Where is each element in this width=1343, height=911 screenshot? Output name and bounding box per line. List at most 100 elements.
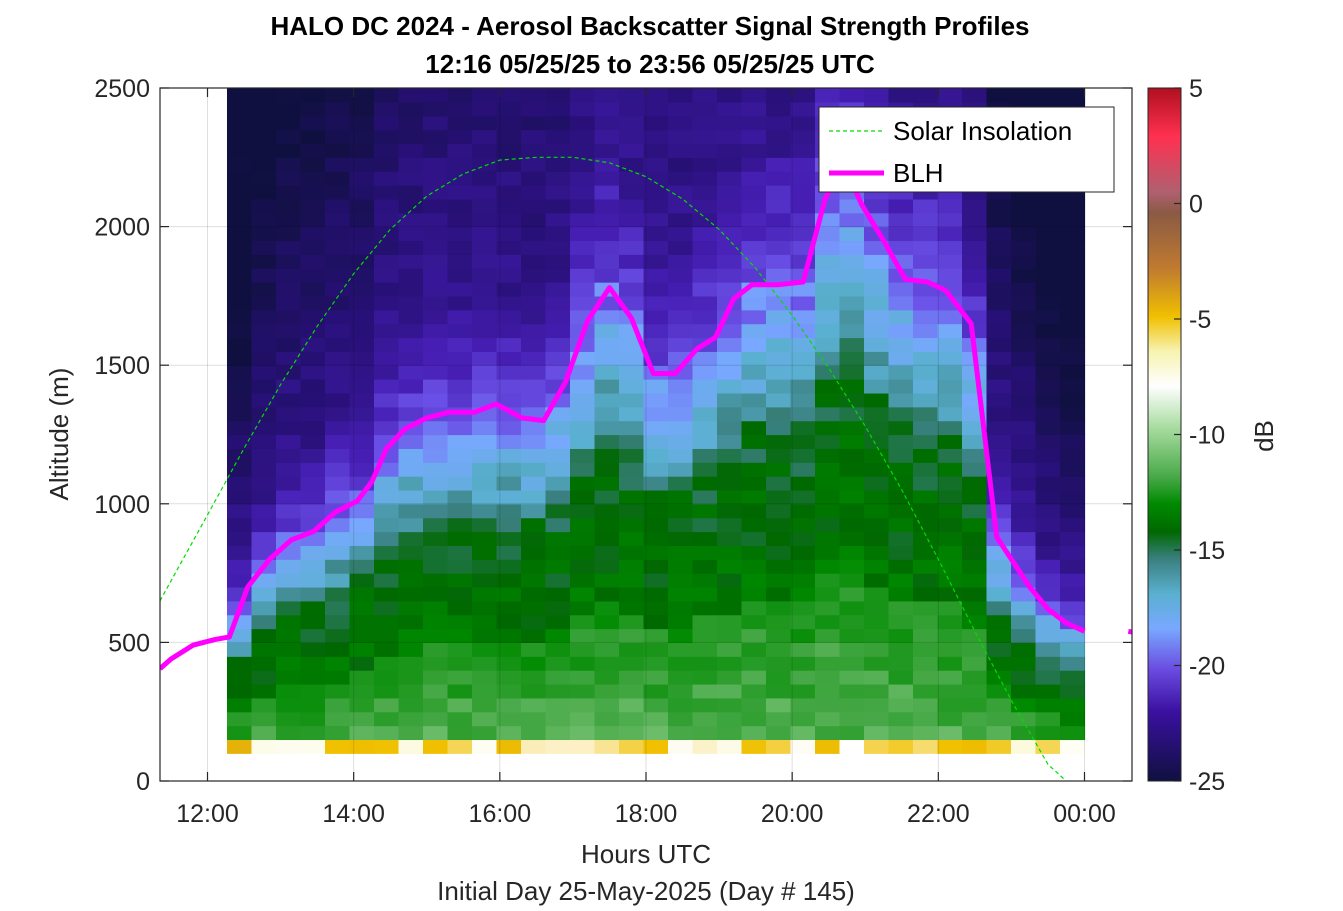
heatmap-cell — [423, 586, 449, 602]
heatmap-cell — [594, 240, 620, 255]
heatmap-cell — [986, 614, 1012, 630]
heatmap-cell — [766, 559, 792, 574]
heatmap-cell — [1011, 545, 1037, 560]
heatmap-cell — [496, 586, 522, 602]
heatmap-cell — [496, 143, 522, 158]
heatmap-cell — [741, 573, 767, 588]
x-tick-label: 20:00 — [761, 800, 824, 828]
heatmap-cell — [888, 295, 914, 311]
heatmap-cell — [496, 115, 522, 131]
heatmap-cell — [1060, 365, 1086, 380]
heatmap-cell — [986, 323, 1012, 339]
heatmap-cell — [226, 101, 253, 117]
heatmap-cell — [275, 212, 302, 228]
heatmap-cell — [423, 545, 449, 560]
heatmap-cell — [692, 157, 718, 172]
heatmap-cell — [521, 101, 547, 117]
heatmap-cell — [1060, 309, 1086, 325]
heatmap-cell — [398, 309, 424, 325]
heatmap-cell — [521, 448, 547, 463]
heatmap-cell — [937, 365, 963, 380]
colorbar-tick-label: -5 — [1189, 306, 1211, 334]
heatmap-cell — [864, 573, 890, 588]
heatmap-cell — [545, 295, 571, 311]
heatmap-cell — [226, 268, 253, 283]
heatmap-cell — [1011, 268, 1037, 283]
heatmap-cell — [888, 379, 914, 394]
heatmap-cell — [349, 725, 375, 741]
heatmap-cell — [766, 198, 792, 214]
heatmap-cell — [545, 739, 571, 754]
heatmap-cell — [594, 88, 620, 103]
heatmap-cell — [986, 88, 1012, 103]
heatmap-cell — [398, 489, 424, 505]
heatmap-cell — [790, 739, 816, 754]
heatmap-cell — [349, 434, 375, 449]
heatmap-cell — [374, 628, 400, 643]
heatmap-cell — [545, 614, 571, 630]
heatmap-cell — [1011, 309, 1037, 325]
heatmap-cell — [423, 365, 449, 380]
heatmap-cell — [472, 628, 498, 643]
heatmap-cell — [643, 586, 669, 602]
heatmap-cell — [472, 656, 498, 671]
heatmap-cell — [668, 725, 694, 741]
heatmap-cell — [815, 434, 841, 449]
heatmap-cell — [815, 711, 841, 727]
heatmap-cell — [986, 448, 1012, 463]
heatmap-cell — [300, 212, 326, 228]
heatmap-cell — [766, 323, 792, 339]
heatmap-cell — [692, 351, 718, 366]
heatmap-cell — [839, 351, 865, 366]
heatmap-cell — [619, 115, 645, 131]
heatmap-cell — [717, 545, 743, 560]
heatmap-cell — [790, 379, 816, 394]
y-tick-label: 2000 — [94, 214, 150, 242]
heatmap-cell — [496, 212, 522, 228]
heatmap-cell — [790, 101, 816, 117]
heatmap-cell — [423, 559, 449, 574]
heatmap-cell — [962, 268, 988, 283]
heatmap-cell — [447, 420, 473, 436]
heatmap-cell — [570, 129, 596, 145]
heatmap-cell — [325, 448, 351, 463]
heatmap-cell — [888, 240, 914, 255]
heatmap-cell — [398, 379, 424, 394]
heatmap-cell — [937, 420, 963, 436]
heatmap-cell — [447, 725, 473, 741]
heatmap-cell — [962, 198, 988, 214]
heatmap-cell — [717, 268, 743, 283]
heatmap-cell — [496, 697, 522, 713]
heatmap-cell — [839, 683, 865, 699]
heatmap-cell — [888, 531, 914, 546]
heatmap-cell — [1035, 670, 1061, 685]
heatmap-cell — [447, 268, 473, 283]
heatmap-cell — [374, 198, 400, 214]
heatmap-cell — [766, 642, 792, 657]
heatmap-cell — [374, 670, 400, 685]
heatmap-cell — [325, 309, 351, 325]
heatmap-cell — [643, 406, 669, 422]
heatmap-cell — [521, 309, 547, 325]
heatmap-cell — [374, 531, 400, 546]
heatmap-cell — [790, 420, 816, 436]
heatmap-cell — [325, 531, 351, 546]
heatmap-cell — [1060, 489, 1086, 505]
heatmap-cell — [962, 448, 988, 463]
heatmap-cell — [545, 559, 571, 574]
heatmap-cell — [717, 282, 743, 297]
legend: Solar Insolation BLH — [818, 106, 1115, 193]
heatmap-cell — [741, 323, 767, 339]
heatmap-cell — [521, 476, 547, 491]
heatmap-cell — [1011, 434, 1037, 449]
heatmap-cell — [570, 517, 596, 533]
heatmap-cell — [521, 600, 547, 616]
heatmap-cell — [643, 157, 669, 172]
heatmap-cell — [692, 670, 718, 685]
heatmap-cell — [545, 434, 571, 449]
heatmap-cell — [717, 198, 743, 214]
heatmap-cell — [815, 642, 841, 657]
heatmap-cell — [423, 462, 449, 477]
heatmap-cell — [447, 503, 473, 519]
heatmap-cell — [839, 254, 865, 269]
